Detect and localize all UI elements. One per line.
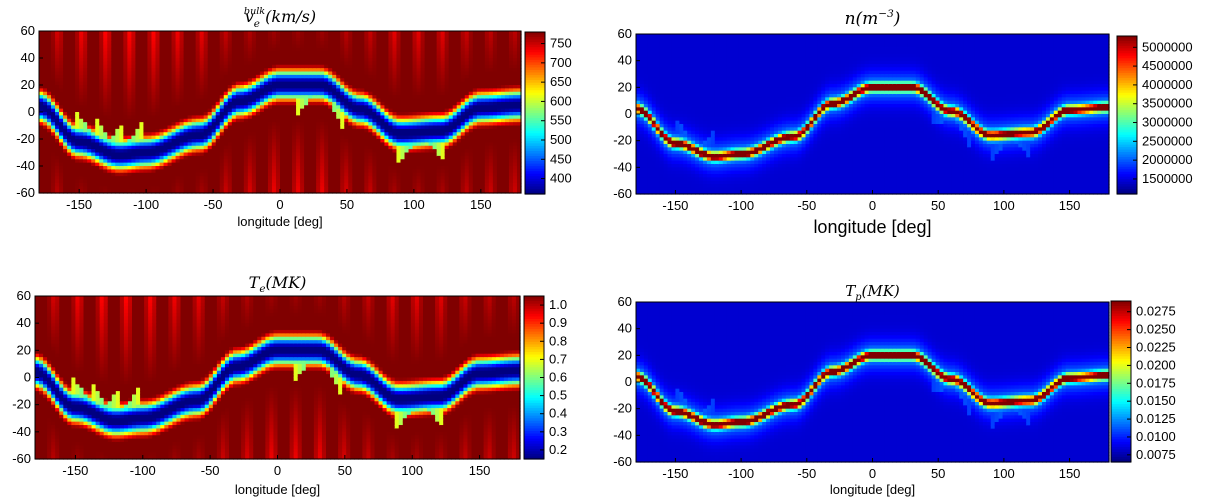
heatmap-cells — [39, 31, 522, 194]
chart-panel-1: -150 -100 -50 0 50 100 150-60-40-200204060long… — [16, 6, 572, 229]
